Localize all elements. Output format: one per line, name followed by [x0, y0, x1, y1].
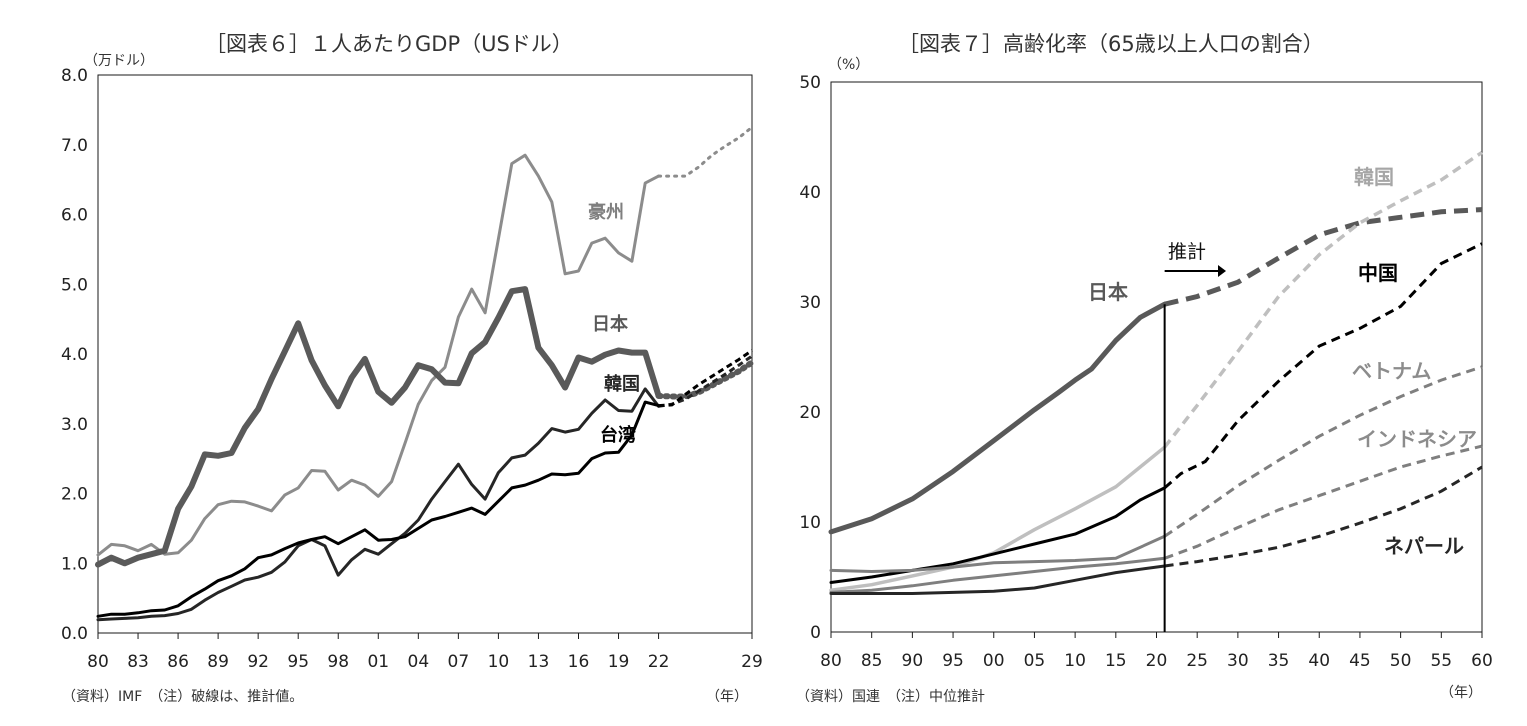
x-tick-label: 00: [983, 651, 1005, 671]
chart-title: ［図表６］１人あたりGDP（USドル）: [205, 32, 573, 56]
y-tick-label: 8.0: [61, 66, 88, 86]
x-tick-label: 10: [1064, 651, 1086, 671]
x-tick-label: 50: [1390, 651, 1412, 671]
x-tick-label: 89: [207, 652, 229, 672]
series-label-インドネシア: インドネシア: [1357, 427, 1477, 451]
x-tick-label: 98: [327, 652, 349, 672]
x-tick-label: 15: [1105, 651, 1127, 671]
source-note: （資料）IMF （注）破線は、推計値。: [62, 689, 304, 705]
series-label-台湾: 台湾: [600, 424, 636, 446]
y-tick-label: 4.0: [61, 345, 88, 365]
series-projection-line-日本: [1164, 207, 1483, 307]
x-tick-label: 90: [902, 651, 924, 671]
x-axis-unit-label: （年）: [1440, 685, 1482, 701]
y-tick-label: 30: [799, 293, 821, 313]
series-projection-line-インドネシア: [1164, 444, 1483, 560]
series-line-日本: [828, 301, 1168, 535]
x-axis-unit-label: （年）: [706, 689, 748, 705]
series-projection-line-ベトナム: [1163, 365, 1483, 538]
y-tick-label: 7.0: [61, 136, 88, 156]
y-tick-label: 40: [799, 183, 821, 203]
x-tick-label: 19: [608, 652, 630, 672]
x-tick-label: 05: [1024, 651, 1046, 671]
series-label-中国: 中国: [1358, 261, 1398, 285]
y-tick-label: 2.0: [61, 485, 88, 505]
x-tick-label: 45: [1349, 651, 1371, 671]
aging-rate-chart-panel: ［図表７］高齢化率（65歳以上人口の割合） （%） 0 10 20 30 40 50 80 8…: [760, 0, 1527, 726]
y-axis-unit-label: （万ドル）: [84, 53, 154, 69]
x-tick-label: 92: [247, 652, 269, 672]
x-tick-label: 55: [1430, 651, 1452, 671]
x-tick-label: 25: [1186, 651, 1208, 671]
y-axis-unit-label: （%）: [828, 57, 870, 73]
y-tick-label: 20: [799, 403, 821, 423]
x-tick-label: 80: [820, 651, 842, 671]
series-line-中国: [829, 486, 1167, 584]
x-tick-label: 40: [1308, 651, 1330, 671]
series-label-韓国: 韓国: [1354, 165, 1394, 189]
projection-arrowhead-icon: [1218, 265, 1226, 277]
series-line-韓国: [829, 445, 1167, 592]
series-line-日本: [95, 286, 662, 568]
series-line-ネパール: [829, 564, 1167, 595]
chart-title: ［図表７］高齢化率（65歳以上人口の割合）: [898, 32, 1324, 56]
aging-rate-plot: 0 10 20 30 40 50 80 85 90 95 00 05 10 15 20 25 30 35 40 45 5…: [799, 73, 1493, 671]
series-line-ベトナム: [829, 534, 1167, 573]
series-projection-line-台湾: [658, 349, 753, 408]
plot-area-frame: [97, 74, 753, 634]
series-projection-line-日本: [655, 359, 755, 400]
series-line-インドネシア: [829, 556, 1167, 594]
y-tick-label: 10: [799, 513, 821, 533]
series-line-豪州: [96, 153, 661, 557]
series-projection-line-韓国: [1163, 150, 1483, 449]
x-tick-label: 35: [1268, 651, 1290, 671]
x-tick-label: 10: [488, 652, 510, 672]
y-tick-label: 0: [810, 623, 821, 643]
x-tick-label: 20: [1146, 651, 1168, 671]
series-label-ベトナム: ベトナム: [1352, 359, 1431, 383]
y-tick-label: 3.0: [61, 415, 88, 435]
gdp-per-capita-plot: 0.0 1.0 2.0 3.0 4.0 5.0 6.0 7.0 8.0 80 83 86 89 92 95 9…: [61, 66, 763, 672]
x-tick-label: 04: [408, 652, 430, 672]
series-projection-line-中国: [1163, 242, 1483, 490]
x-tick-label: 30: [1227, 651, 1249, 671]
x-tick-label: 80: [87, 652, 109, 672]
x-tick-label: 22: [648, 652, 670, 672]
x-tick-label: 13: [528, 652, 550, 672]
gdp-per-capita-chart-panel: ［図表６］１人あたりGDP（USドル） （万ドル） 0.0 1.0 2.0 3.0 4.…: [0, 0, 763, 726]
source-note: （資料）国連 （注）中位推計: [796, 689, 985, 705]
x-tick-label: 86: [167, 652, 189, 672]
x-tick-label: 07: [448, 652, 470, 672]
y-tick-label: 50: [799, 73, 821, 93]
series-projection-line-韓国: [658, 354, 753, 408]
series-line-韓国: [96, 387, 661, 622]
series-label-日本: 日本: [592, 313, 628, 335]
x-tick-label: 16: [568, 652, 590, 672]
y-tick-label: 0.0: [61, 624, 88, 644]
series-label-韓国: 韓国: [604, 373, 640, 395]
x-tick-label: 29: [741, 652, 763, 672]
y-tick-label: 5.0: [61, 275, 88, 295]
x-tick-label: 85: [861, 651, 883, 671]
x-tick-label: 60: [1471, 651, 1493, 671]
series-projection-line-豪州: [657, 125, 754, 178]
series-projection-line-ネパール: [1164, 465, 1483, 568]
x-tick-label: 95: [287, 652, 309, 672]
y-tick-label: 6.0: [61, 206, 88, 226]
projection-label: 推計: [1168, 241, 1206, 263]
series-label-ネパール: ネパール: [1384, 534, 1464, 558]
series-line-台湾: [96, 400, 661, 618]
x-tick-label: 01: [367, 652, 389, 672]
series-label-日本: 日本: [1088, 280, 1128, 304]
series-label-豪州: 豪州: [588, 201, 624, 223]
y-tick-label: 1.0: [61, 554, 88, 574]
x-tick-label: 83: [127, 652, 149, 672]
x-tick-label: 95: [942, 651, 964, 671]
